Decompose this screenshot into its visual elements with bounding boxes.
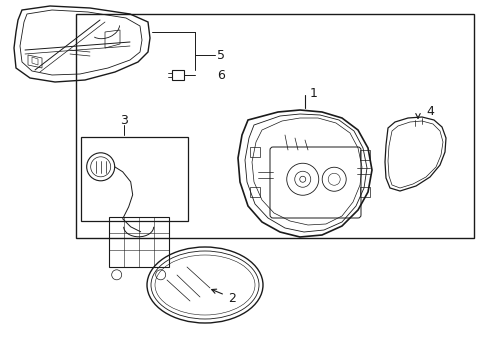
Text: 1: 1	[309, 86, 317, 99]
Text: 2: 2	[227, 292, 235, 305]
Text: 5: 5	[217, 49, 224, 62]
Bar	[172, 70, 183, 80]
Text: 4: 4	[425, 104, 433, 117]
Bar	[76, 14, 473, 238]
Bar	[108, 217, 168, 267]
Text: 3: 3	[120, 114, 127, 127]
Text: 6: 6	[217, 68, 224, 81]
Bar	[81, 137, 188, 221]
